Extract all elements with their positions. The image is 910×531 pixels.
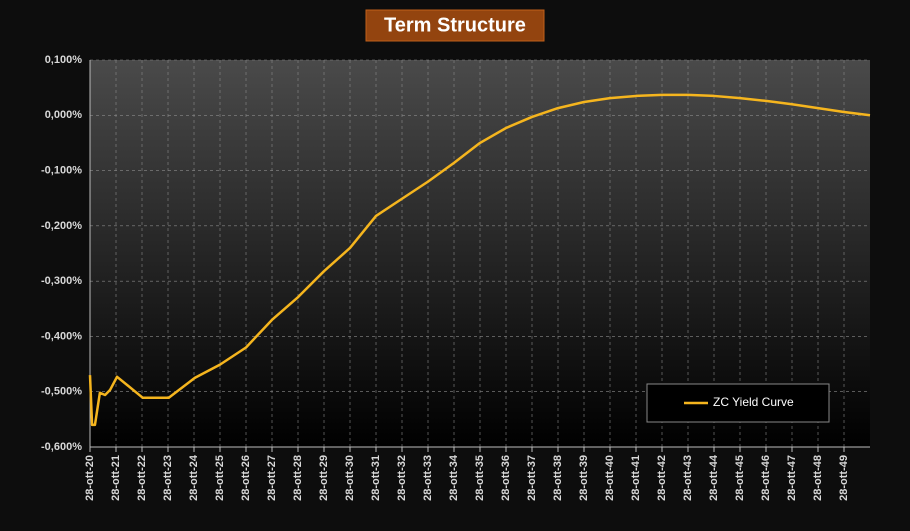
x-tick-label: 28-ott-44 — [708, 454, 720, 501]
x-tick-label: 28-ott-30 — [344, 455, 356, 501]
x-tick-label: 28-ott-33 — [422, 455, 434, 501]
x-tick-label: 28-ott-41 — [630, 455, 642, 501]
x-tick-label: 28-ott-43 — [682, 455, 694, 501]
legend-box — [646, 383, 830, 423]
x-tick-label: 28-ott-28 — [292, 455, 304, 501]
series-line — [88, 93, 871, 427]
x-tick-label: 28-ott-35 — [474, 455, 486, 501]
x-tick-label: 28-ott-27 — [266, 455, 278, 501]
title-box — [365, 9, 545, 42]
x-tick-label: 28-ott-37 — [526, 455, 538, 501]
x-tick-label: 28-ott-42 — [656, 455, 668, 501]
x-tick-label: 28-ott-24 — [188, 454, 200, 501]
x-tick-label: 28-ott-20 — [84, 455, 96, 501]
x-tick-label: 28-ott-47 — [786, 455, 798, 501]
x-tick-label: 28-ott-21 — [110, 455, 122, 501]
x-tick-label: 28-ott-31 — [370, 455, 382, 501]
y-tick-label: -0,200% — [41, 220, 82, 232]
y-tick-label: 0,000% — [45, 109, 83, 121]
y-tick-label: 0,100% — [45, 54, 83, 66]
y-tick-label: -0,400% — [41, 330, 82, 342]
y-tick-label: -0,100% — [41, 164, 82, 176]
x-tick-label: 28-ott-40 — [604, 455, 616, 501]
y-tick-label: -0,600% — [41, 441, 82, 453]
x-tick-label: 28-ott-22 — [136, 455, 148, 501]
x-tick-label: 28-ott-23 — [162, 455, 174, 501]
x-tick-label: 28-ott-48 — [812, 455, 824, 501]
x-tick-label: 28-ott-26 — [240, 455, 252, 501]
x-tick-label: 28-ott-29 — [318, 455, 330, 501]
x-tick-label: 28-ott-39 — [578, 455, 590, 501]
x-tick-label: 28-ott-32 — [396, 455, 408, 501]
x-tick-label: 28-ott-25 — [214, 455, 226, 501]
y-tick-label: -0,300% — [41, 275, 82, 287]
chart-title: Term Structure — [384, 14, 526, 36]
legend-label: ZC Yield Curve — [713, 395, 794, 409]
y-tick-label: -0,500% — [41, 386, 82, 398]
x-tick-label: 28-ott-38 — [552, 455, 564, 501]
x-tick-label: 28-ott-49 — [838, 455, 850, 501]
x-tick-label: 28-ott-34 — [448, 454, 460, 501]
x-tick-label: 28-ott-45 — [734, 455, 746, 501]
x-tick-label: 28-ott-46 — [760, 455, 772, 501]
x-tick-label: 28-ott-36 — [500, 455, 512, 501]
